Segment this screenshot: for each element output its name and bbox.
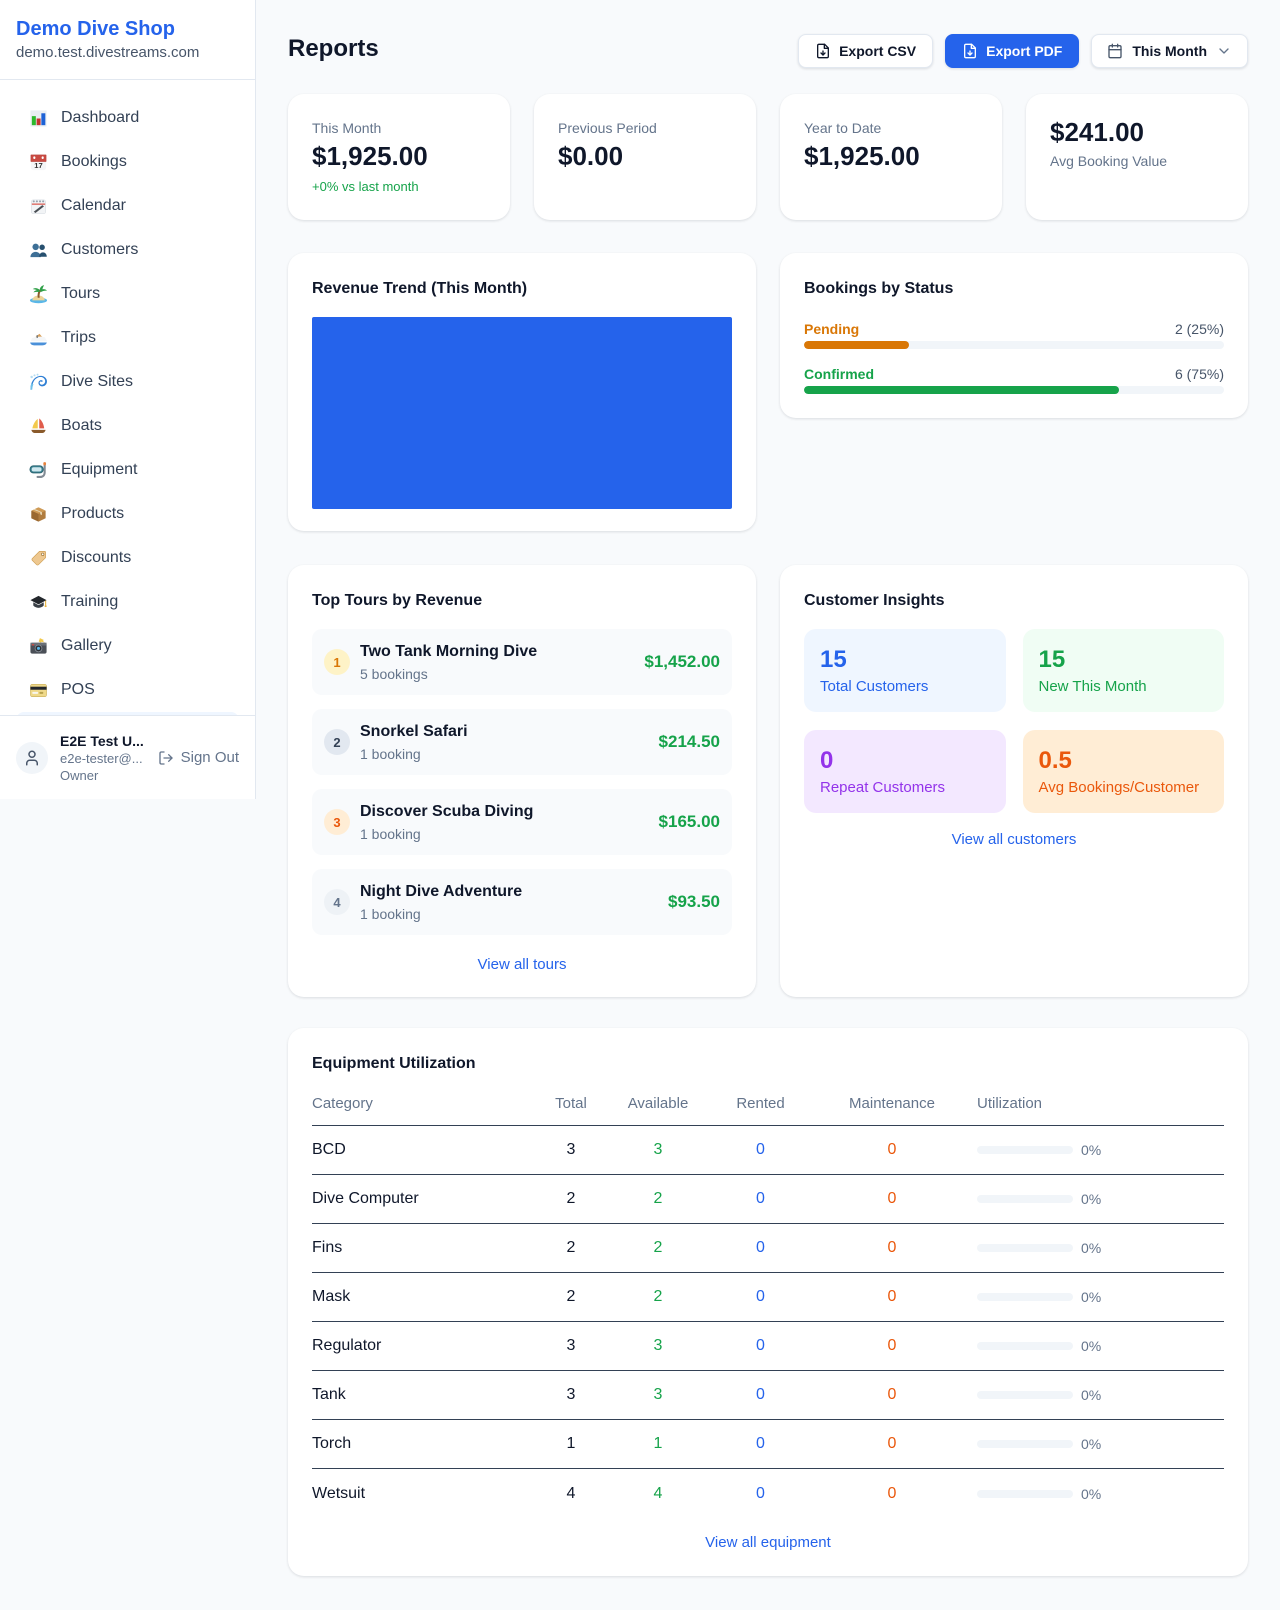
svg-text:17: 17 [34, 161, 42, 170]
